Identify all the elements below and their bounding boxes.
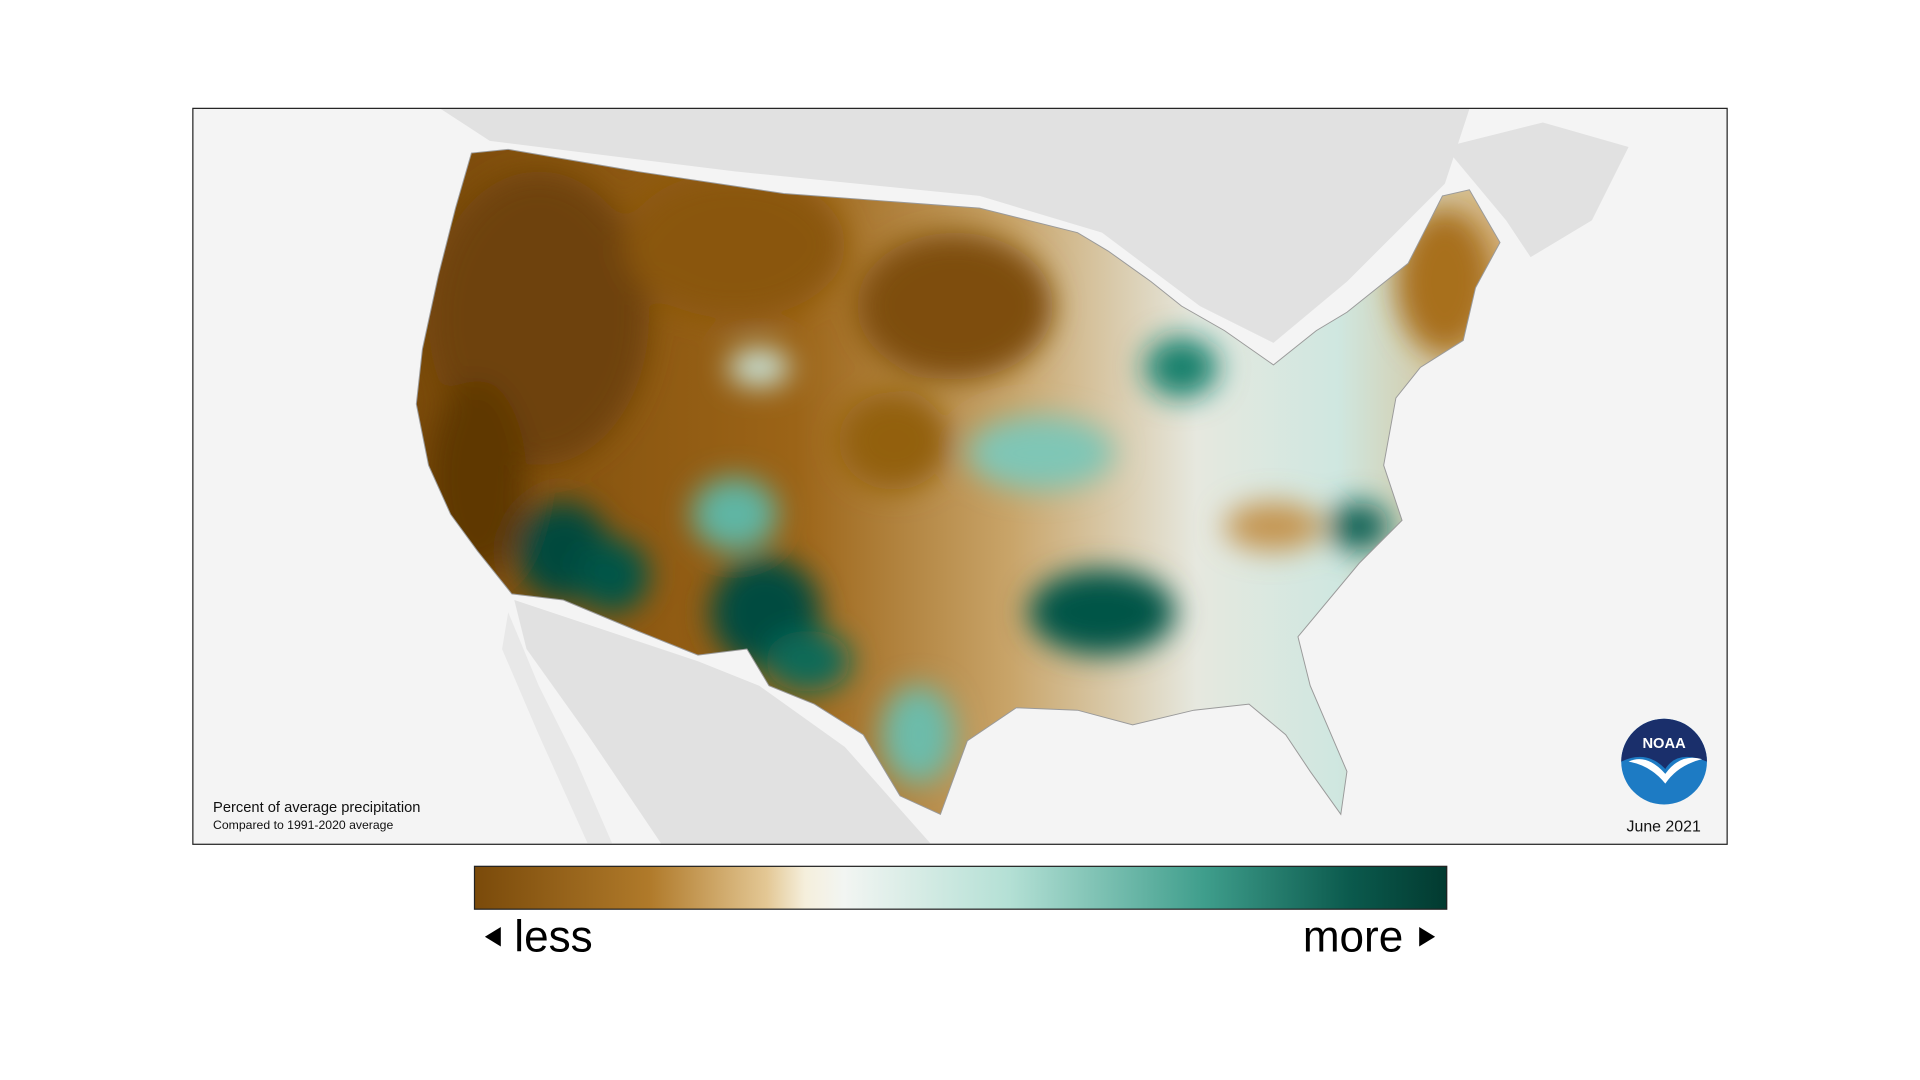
- logo-text: NOAA: [1642, 736, 1686, 752]
- precip-anomaly: [765, 630, 852, 692]
- map-date: June 2021: [1627, 818, 1701, 835]
- canada-east-land: [1444, 122, 1629, 258]
- precip-anomaly: [1144, 336, 1219, 398]
- logo-top: [1621, 718, 1707, 769]
- note-subtitle: Compared to 1991-2020 average: [213, 818, 393, 832]
- legend-low: less: [514, 912, 592, 961]
- note-title: Percent of average precipitation: [213, 800, 420, 816]
- legend-arrow-left: [484, 926, 501, 947]
- baja-land: [502, 612, 613, 844]
- legend-high: more: [1303, 912, 1403, 961]
- precip-anomaly: [967, 416, 1115, 490]
- precip-anomaly: [691, 477, 778, 552]
- logo-gull: [1628, 757, 1703, 784]
- mexico-land: [514, 600, 931, 844]
- legend-arrow-right: [1419, 926, 1436, 947]
- noaa-logo: NOAA: [1621, 718, 1707, 805]
- precip-anomaly: [881, 685, 956, 784]
- precip-anomaly: [1224, 502, 1323, 552]
- precip-anomaly: [1028, 569, 1176, 656]
- precip-anomaly: [1328, 502, 1390, 552]
- precip-anomaly: [728, 348, 790, 386]
- precip-anomaly: [838, 391, 949, 490]
- precip-anomaly: [624, 171, 845, 319]
- precip-anomaly: [857, 232, 1054, 380]
- precip-anomaly: [575, 538, 649, 613]
- legend-colorbar: [473, 865, 1448, 910]
- basemap: [415, 108, 1629, 844]
- precip-field: [428, 171, 1494, 784]
- canada-land: [440, 108, 1470, 343]
